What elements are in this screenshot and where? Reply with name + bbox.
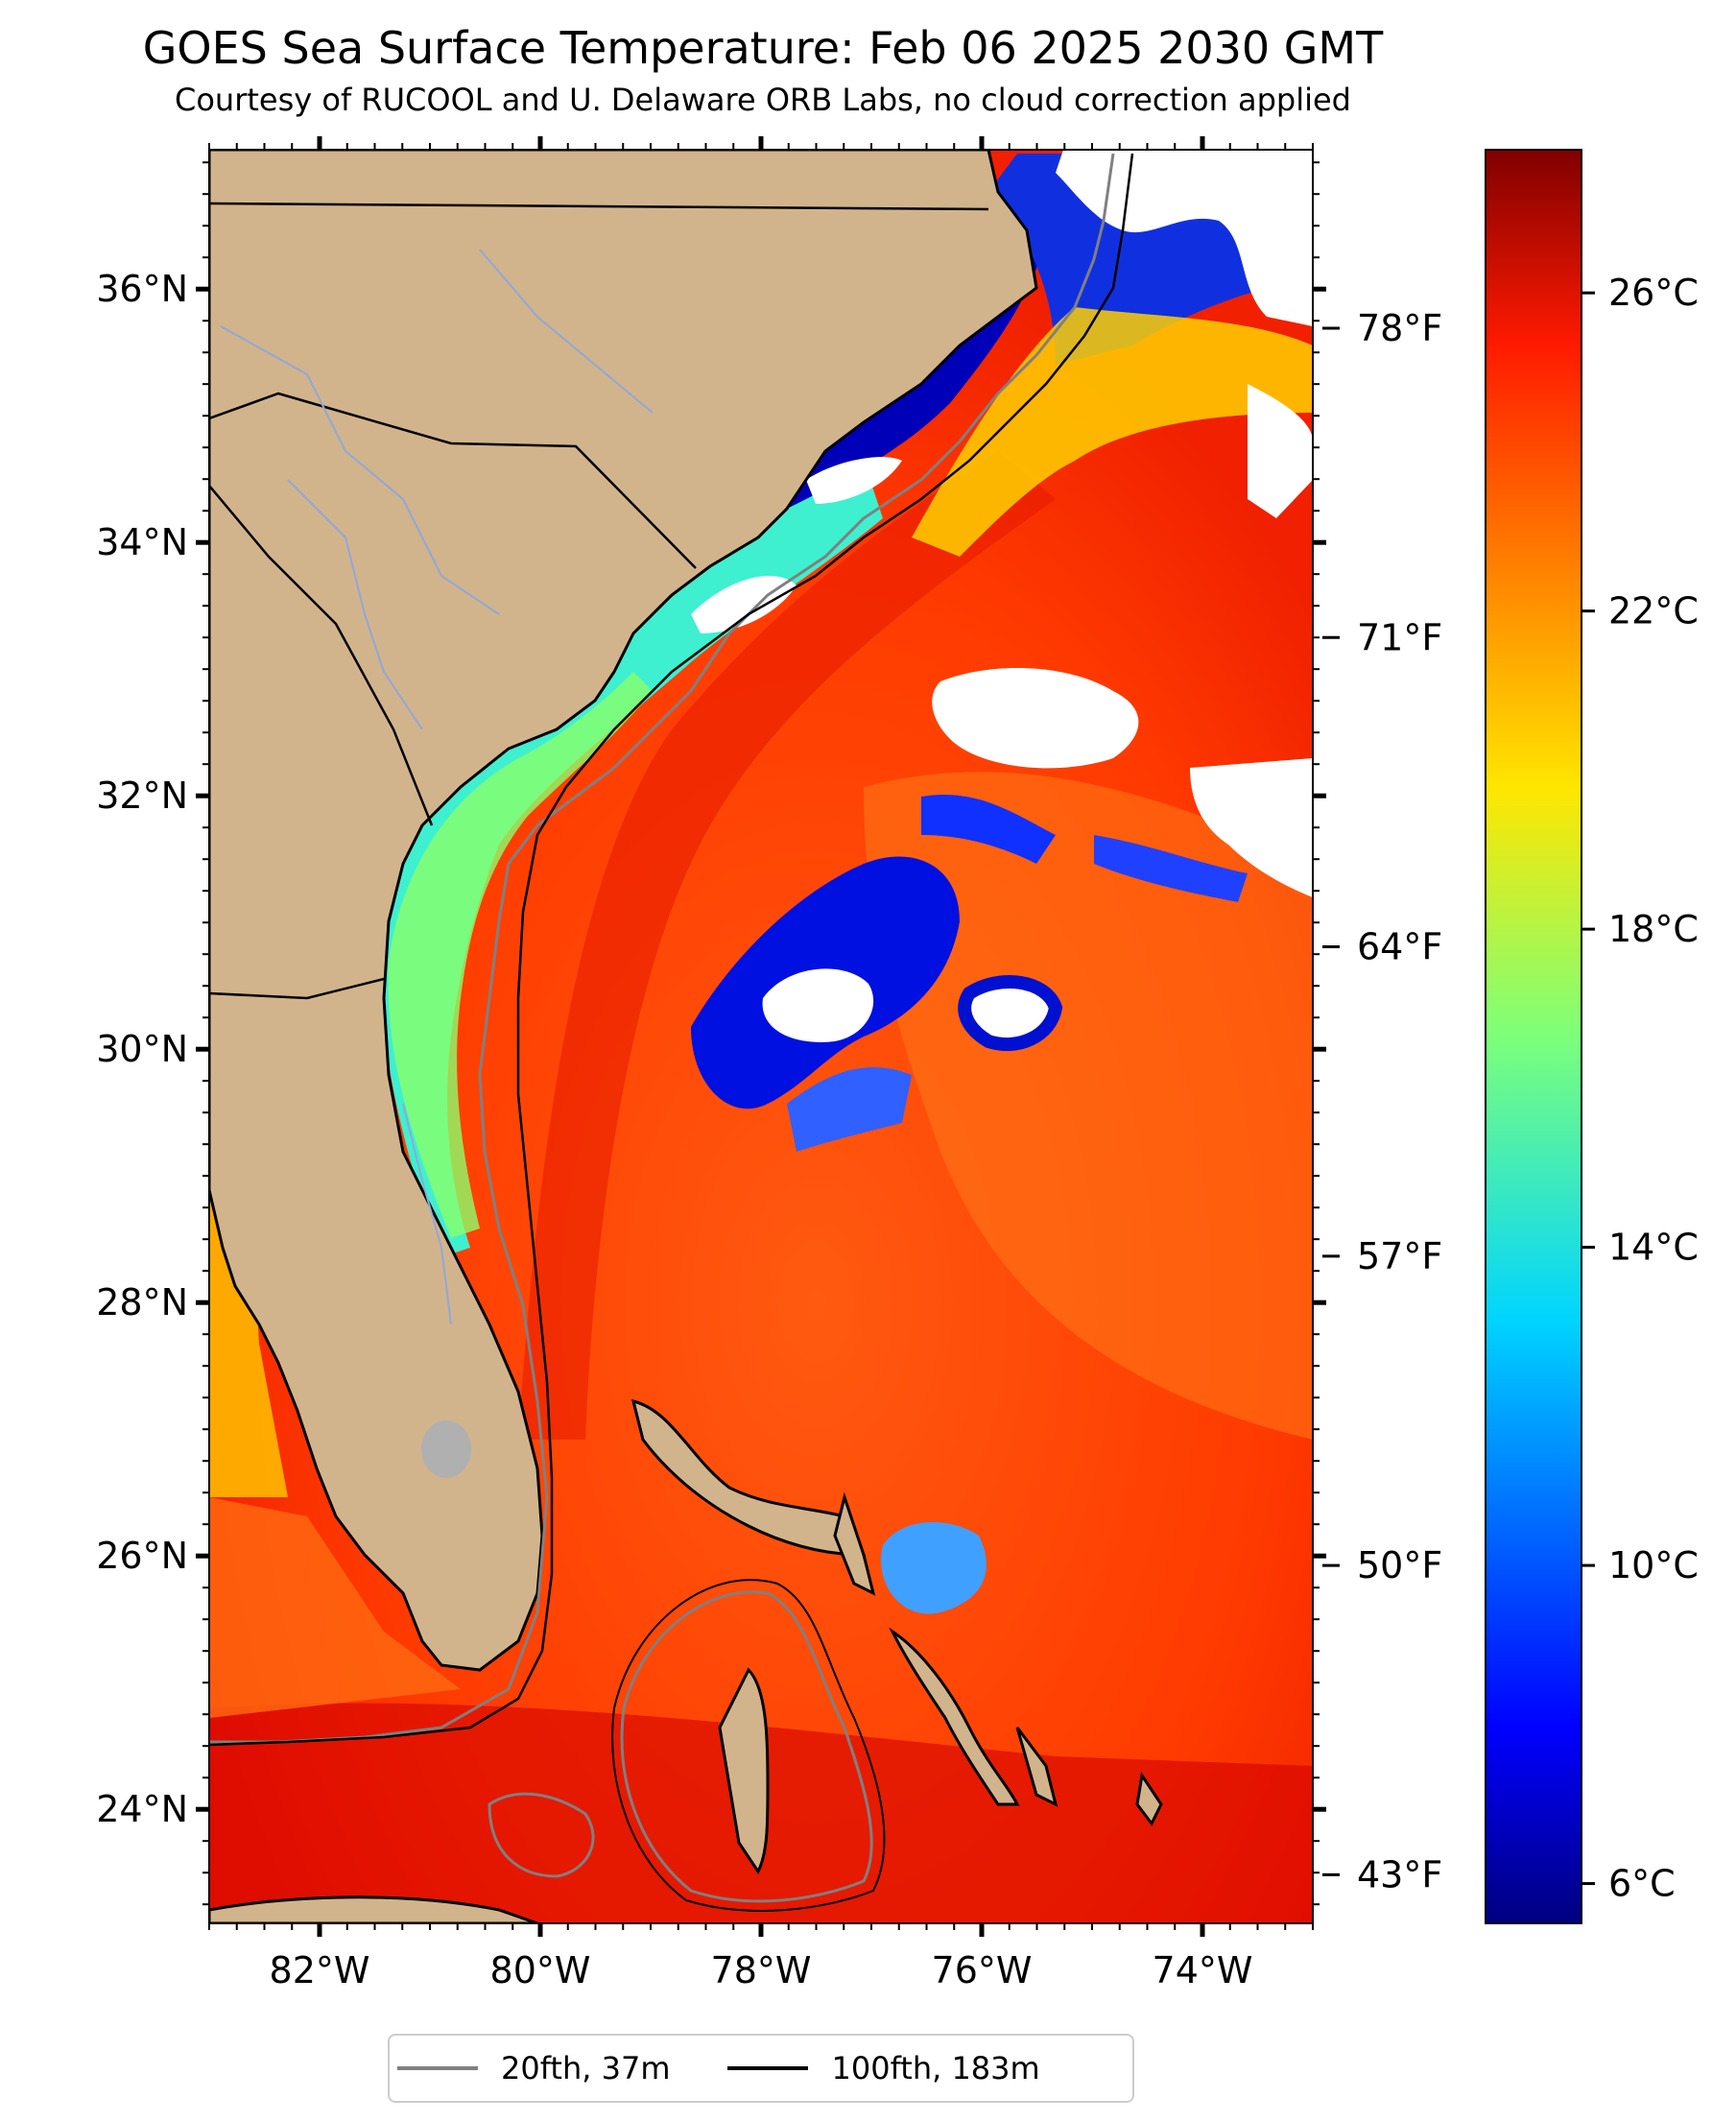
map-panel: [209, 150, 1313, 1923]
fahrenheit-tick-label: 64°F: [1357, 926, 1442, 968]
isobath-100fth: [209, 153, 1134, 1747]
colorbar-tick-label: 22°C: [1608, 590, 1699, 632]
colorbar-tick-label: 18°C: [1608, 908, 1699, 950]
legend-swatch-100fth: [727, 2066, 809, 2070]
state-border-fl-ga: [209, 977, 385, 1000]
fahrenheit-tick-label: 43°F: [1357, 1853, 1442, 1895]
river-line: [402, 1103, 452, 1325]
isobath-100fth-bahama-bank: [611, 1579, 886, 1912]
lon-tick-label: 78°W: [711, 1949, 812, 1991]
gulf-orange-water: [209, 1497, 461, 1718]
lon-tick-label: 82°W: [270, 1949, 370, 1991]
colorbar-tick-label: 6°C: [1608, 1863, 1676, 1905]
lat-tick-label: 34°N: [96, 521, 188, 563]
colorbar-tick-label: 26°C: [1608, 272, 1699, 314]
legend-swatch-20fth: [397, 2066, 478, 2070]
colorbar-tick-label: 10°C: [1608, 1544, 1699, 1586]
legend-item-100fth: 100fth, 183m: [727, 2050, 1040, 2086]
bahamas-cold-patch: [881, 1522, 987, 1614]
state-border-nc-sc: [209, 392, 697, 569]
ocean-yellow-front: [912, 307, 1313, 557]
cloud-mask-east: [1190, 758, 1313, 897]
cloud-mask-eddy-east: [964, 982, 1056, 1045]
river-line: [220, 325, 500, 615]
fahrenheit-tick-label: 78°F: [1357, 307, 1442, 349]
cloud-mask-north: [1056, 150, 1313, 326]
cold-filament: [921, 795, 1056, 864]
state-border-va-nc: [209, 202, 989, 211]
lake-okeechobee: [421, 1420, 471, 1478]
lat-tick-label: 30°N: [96, 1028, 188, 1070]
land-us-southeast: [209, 150, 1038, 1672]
cold-filament-east: [1094, 835, 1248, 902]
colorbar-tick-label: 14°C: [1608, 1227, 1699, 1269]
map-subtitle: Courtesy of RUCOOL and U. Delaware ORB L…: [175, 82, 1351, 118]
shelf-green-water: [388, 672, 653, 1238]
legend-item-20fth: 20fth, 37m: [397, 2050, 670, 2086]
cloud-mask-coastal-nc: [806, 457, 902, 504]
fahrenheit-tick-label: 57°F: [1357, 1235, 1442, 1277]
isobath-20fth-cay-sal: [488, 1792, 595, 1878]
fahrenheit-tick-label: 50°F: [1357, 1544, 1442, 1586]
lat-tick-label: 28°N: [96, 1281, 188, 1323]
fahrenheit-axis: 43°F 50°F 57°F 64°F 71°F 78°F: [1322, 307, 1442, 1895]
colorbar-axis: 6°C 10°C 14°C 18°C 22°C 26°C: [1581, 272, 1699, 1905]
island-cat: [1015, 1727, 1058, 1807]
gulf-stream-core: [518, 451, 1056, 1440]
cloud-mask-ne: [1248, 384, 1313, 518]
cloud-mask-eddy: [762, 968, 874, 1042]
longitude-axis: 82°W 80°W 78°W 76°W 74°W: [208, 136, 1314, 1991]
river-line: [287, 479, 423, 730]
legend-label-100fth: 100fth, 183m: [831, 2050, 1040, 2086]
lat-tick-label: 36°N: [96, 268, 188, 310]
state-border-ga-sc: [209, 485, 434, 826]
island-andros: [718, 1667, 770, 1874]
island-eleuthera: [889, 1627, 1020, 1806]
latitude-axis: 24°N 26°N 28°N 30°N 32°N 34°N 36°N: [96, 161, 1326, 1906]
cloud-mask-coastal-sc: [691, 576, 797, 633]
island-abaco: [833, 1491, 876, 1596]
river-line: [479, 249, 654, 414]
fahrenheit-tick-label: 71°F: [1357, 616, 1442, 658]
colorbar: [1485, 149, 1582, 1924]
lon-tick-label: 80°W: [490, 1949, 591, 1991]
lat-tick-label: 24°N: [96, 1788, 188, 1830]
lon-tick-label: 74°W: [1153, 1949, 1253, 1991]
cloud-mask-central: [932, 668, 1139, 769]
lat-tick-label: 26°N: [96, 1535, 188, 1577]
lon-tick-label: 76°W: [932, 1949, 1033, 1991]
isobath-20fth-bahama-bank: [620, 1590, 873, 1903]
isobath-legend: 20fth, 37m 100fth, 183m: [388, 2034, 1134, 2103]
isobath-20fth: [209, 153, 1115, 1744]
cold-eddy-tail: [787, 1066, 912, 1152]
legend-label-20fth: 20fth, 37m: [501, 2050, 671, 2086]
ocean-orange-eddy: [864, 772, 1313, 1440]
island-small: [1135, 1772, 1163, 1826]
land-cuba: [209, 1895, 538, 1923]
lat-tick-label: 32°N: [96, 775, 188, 817]
cold-ring-east: [958, 975, 1063, 1052]
map-title: GOES Sea Surface Temperature: Feb 06 202…: [142, 22, 1384, 74]
